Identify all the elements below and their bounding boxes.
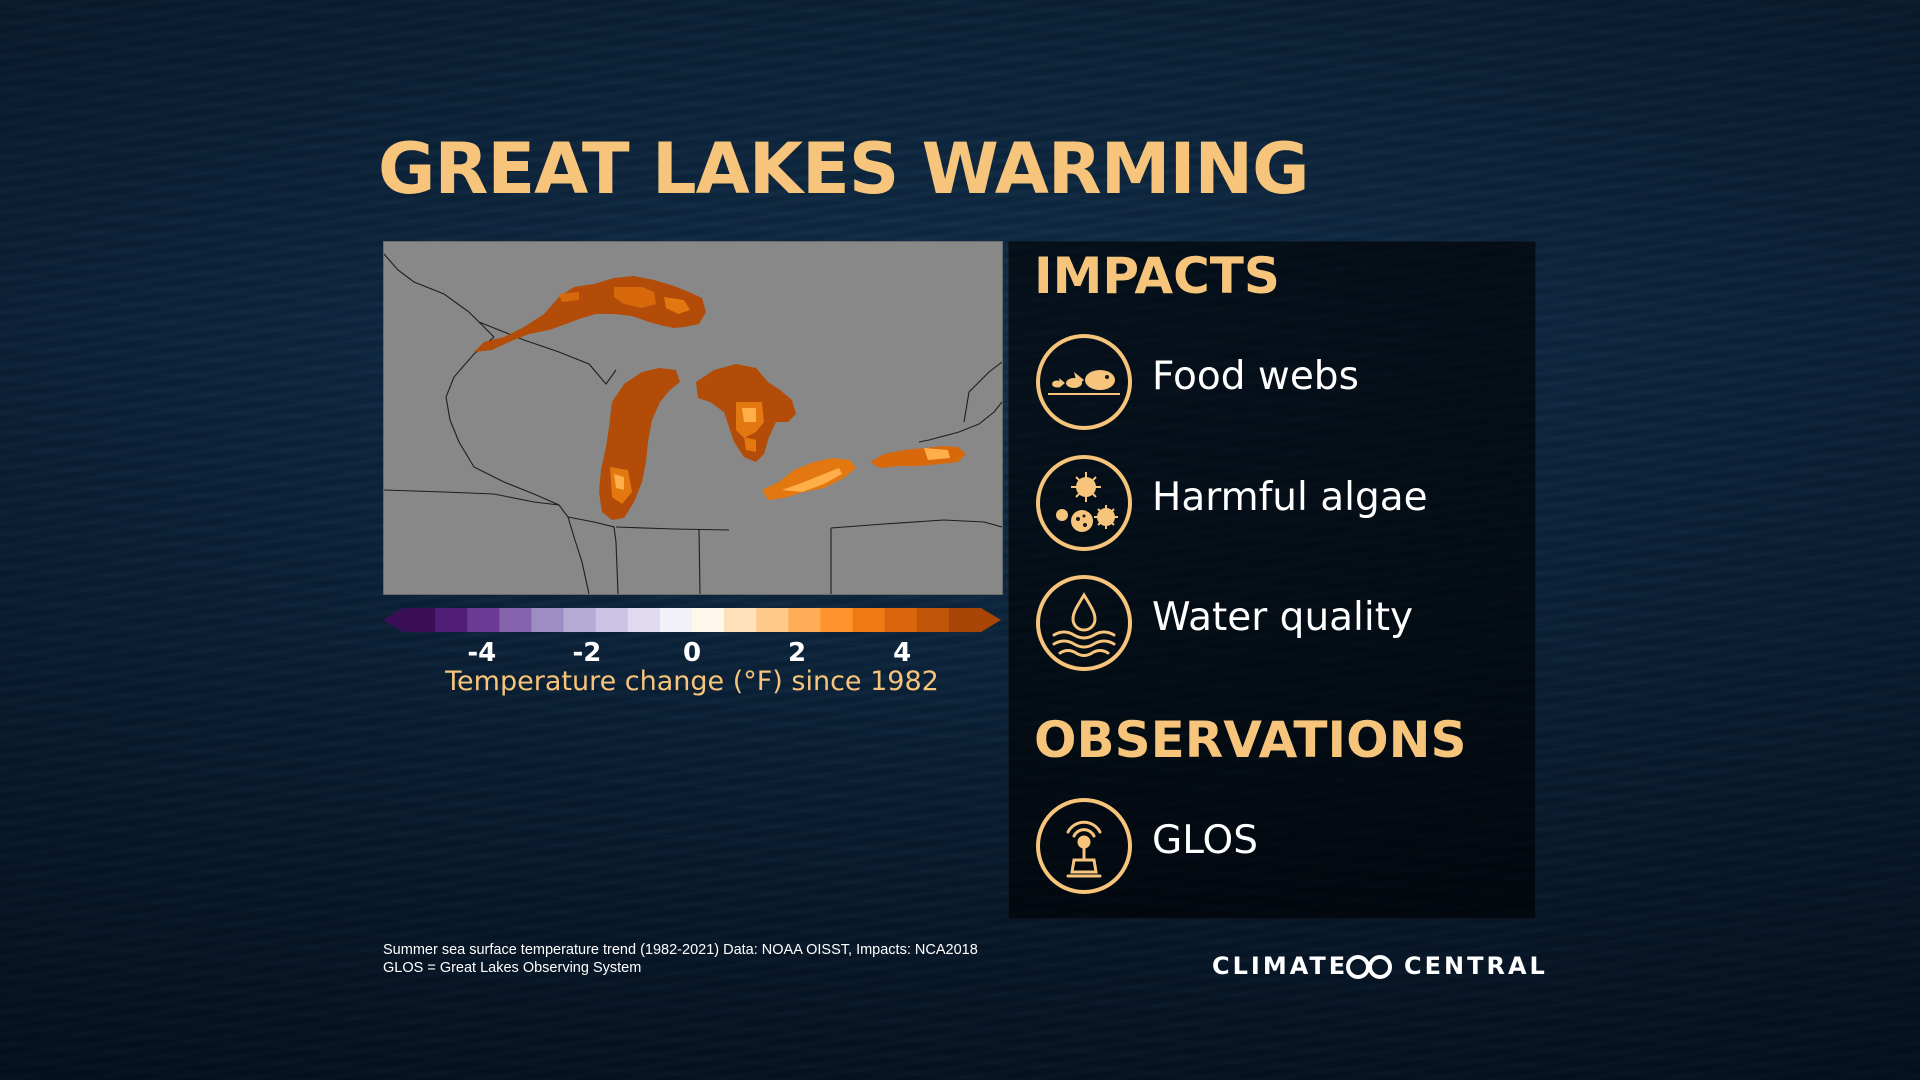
colorbar-cell [563, 608, 597, 632]
brand-right-word: CENTRAL [1404, 952, 1548, 980]
colorbar-ticks: -4 -2 0 2 4 [383, 638, 1001, 672]
great-lakes-map [383, 241, 1003, 595]
impact-label: Harmful algae [1152, 475, 1428, 520]
colorbar-cell [627, 608, 661, 632]
infinity-rings-icon [1346, 955, 1392, 979]
footnote-line-1: Summer sea surface temperature trend (19… [383, 942, 978, 958]
footnote: Summer sea surface temperature trend (19… [383, 941, 978, 977]
colorbar-cell [884, 608, 918, 632]
brand-logo: CLIMATE CENTRAL [1212, 950, 1545, 982]
colorbar-end-low [383, 608, 403, 632]
colorbar-cell [948, 608, 982, 632]
temperature-colorbar [383, 608, 1001, 632]
colorbar-tick: -4 [467, 638, 497, 668]
colorbar-cell [756, 608, 789, 632]
colorbar-cell [852, 608, 886, 632]
impact-label: Food webs [1152, 354, 1359, 399]
colorbar-tick: 0 [682, 638, 702, 668]
page-title: GREAT LAKES WARMING [378, 128, 1310, 210]
colorbar-cell [467, 608, 500, 632]
colorbar-cell [692, 608, 725, 632]
colorbar-cell [916, 608, 950, 632]
colorbar-tick: 2 [788, 638, 807, 668]
colorbar-cell [820, 608, 854, 632]
water-drop-icon [1036, 575, 1132, 671]
colorbar-tick: -2 [572, 638, 602, 668]
brand-left-word: CLIMATE [1212, 952, 1349, 980]
observation-label: GLOS [1152, 818, 1259, 863]
colorbar-cell [403, 608, 436, 632]
fish-icon [1036, 334, 1132, 430]
colorbar-label: Temperature change (°F) since 1982 [445, 666, 939, 697]
colorbar-tick: 4 [893, 638, 912, 668]
colorbar-cell [659, 608, 693, 632]
colorbar-cell [788, 608, 821, 632]
footnote-line-2: GLOS = Great Lakes Observing System [383, 960, 642, 976]
colorbar-cell [499, 608, 532, 632]
state-borders [384, 253, 1002, 594]
colorbar-cell [595, 608, 629, 632]
colorbar-end-high [981, 608, 1001, 632]
colorbar-cell [531, 608, 565, 632]
lake-warming-pixels [474, 276, 966, 520]
colorbar-cell [435, 608, 468, 632]
impact-label: Water quality [1152, 595, 1414, 640]
observations-heading: OBSERVATIONS [1034, 711, 1467, 769]
impacts-heading: IMPACTS [1034, 247, 1280, 305]
buoy-icon [1036, 798, 1132, 894]
algae-icon [1036, 455, 1132, 551]
colorbar-cell [724, 608, 757, 632]
